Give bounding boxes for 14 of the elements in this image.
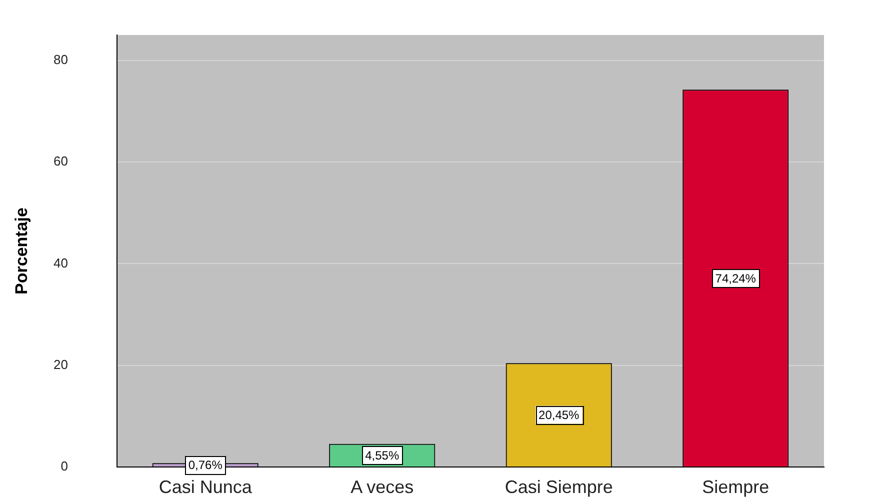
y-tick-label: 40 (54, 255, 68, 270)
data-label: 20,45% (538, 408, 580, 422)
data-label: 74,24% (715, 271, 756, 286)
y-tick-label: 0 (60, 458, 68, 474)
y-axis-title: Porcentaje (12, 208, 31, 294)
x-tick-label: Casi Nunca (158, 476, 253, 497)
x-tick-label: Casi Siempre (504, 476, 613, 497)
y-tick-label: 60 (54, 154, 68, 169)
data-label: 4,55% (365, 448, 400, 462)
x-tick-label: A veces (350, 476, 414, 497)
x-tick-label: Siempre (702, 476, 770, 497)
y-tick-label: 80 (54, 52, 68, 67)
y-tick-label: 20 (54, 356, 68, 372)
data-label: 0,76% (188, 458, 223, 472)
